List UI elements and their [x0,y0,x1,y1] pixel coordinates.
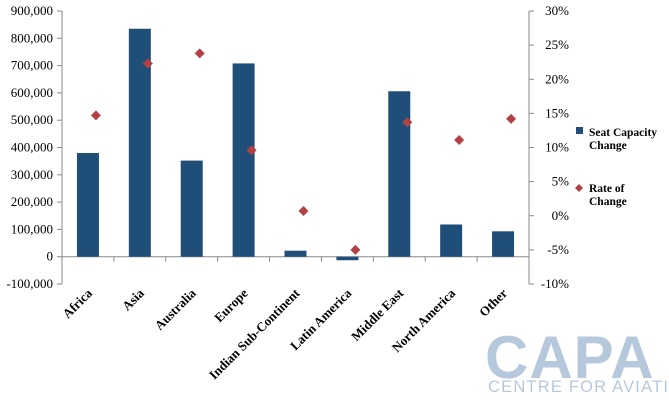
y2-tick-label: 25% [545,37,569,52]
y2-tick-label: 30% [545,3,569,18]
rate-marker [402,117,413,128]
rate-marker [350,244,361,255]
y2-tick-label: 5% [552,174,570,189]
x-category-label: Africa [59,285,95,321]
rate-marker [90,110,101,121]
y-tick-label: 900,000 [11,3,53,18]
y-tick-label: -100,000 [6,276,53,291]
bar [232,63,255,257]
y-tick-label: 100,000 [11,221,53,236]
bar [388,91,411,257]
capa-watermark-logo: CAPA CENTRE FOR AVIATION [485,324,669,396]
bar [128,28,151,257]
y-tick-label: 400,000 [11,140,53,155]
x-category-label: Australia [151,285,199,333]
marker-series [90,48,517,255]
y-tick-label: 700,000 [11,58,53,73]
x-category-label: Asia [119,285,147,313]
bar [180,160,203,257]
bar [492,231,515,257]
y2-tick-label: 0% [552,208,570,223]
y-tick-label: 600,000 [11,85,53,100]
x-category-label: Indian Sub-Continent [206,285,303,382]
y2-tick-label: 15% [545,105,569,120]
watermark-subtitle: CENTRE FOR AVIATION [488,378,669,396]
y-tick-label: 200,000 [11,194,53,209]
rate-marker [454,134,465,145]
legend-label-seat-capacity: Change [589,140,627,152]
rate-marker [194,48,205,59]
legend-bar-swatch [576,127,583,134]
bar-series [76,28,515,261]
y2-tick-label: -10% [541,276,569,291]
rate-marker [298,205,309,216]
bar [336,256,359,261]
y2-tick-label: 10% [545,140,569,155]
y-tick-label: 300,000 [11,167,53,182]
y2-tick-label: -5% [547,242,569,257]
bar [76,152,99,257]
y-axis-left: -100,000 0 100,000 200,000 300,000 400,000 500… [6,3,63,291]
rate-marker [142,58,153,69]
legend-label-rate-of-change: Rate of [589,183,625,195]
watermark-title: CAPA [485,324,655,391]
legend-label-rate-of-change: Change [589,196,627,208]
rate-marker [506,113,517,124]
y-tick-label: 0 [47,249,54,264]
bar [284,250,307,257]
bar [440,224,463,257]
rate-marker [246,145,257,156]
x-category-label: Europe [211,285,251,325]
legend-label-seat-capacity: Seat Capacity [589,127,657,139]
y-tick-label: 800,000 [11,30,53,45]
y2-tick-label: 20% [545,71,569,86]
y-axis-right: -10% -5% 0% 5% 10% 15% 20% 25% 30% [528,3,570,291]
y-tick-label: 500,000 [11,112,53,127]
x-category-label: Other [476,285,510,319]
legend-marker-swatch [575,184,583,192]
